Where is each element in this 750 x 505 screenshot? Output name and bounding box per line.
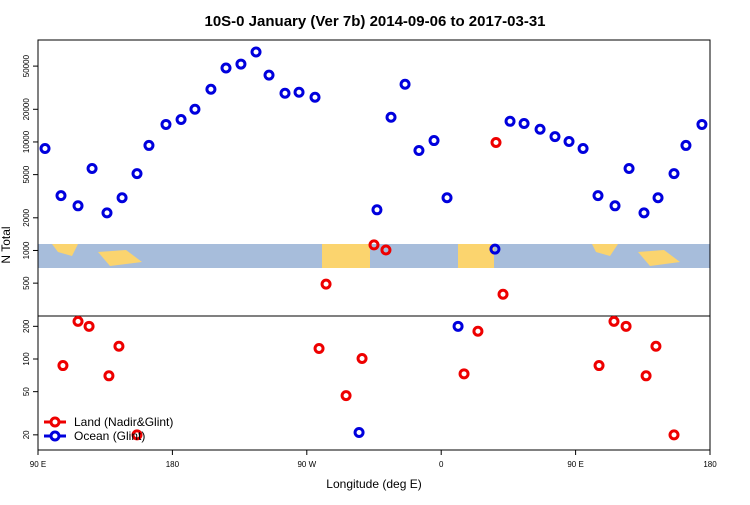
point: [293, 86, 305, 98]
point: [86, 163, 98, 175]
point: [668, 429, 680, 441]
point: [340, 390, 352, 402]
point: [504, 115, 516, 127]
plot-frame: [37, 39, 711, 451]
y-tick-label: 100: [22, 352, 31, 366]
point: [650, 340, 662, 352]
chart-title: 10S-0 January (Ver 7b) 2014-09-06 to 201…: [204, 13, 545, 30]
point: [309, 91, 321, 103]
point: [458, 368, 470, 380]
point: [518, 117, 530, 129]
point: [72, 315, 84, 327]
point: [83, 320, 95, 332]
point: [235, 58, 247, 70]
point: [385, 111, 397, 123]
point: [399, 78, 411, 90]
x-tick-label: 180: [703, 460, 717, 469]
point: [131, 429, 143, 441]
point: [356, 353, 368, 365]
y-tick-label: 10000: [22, 130, 31, 153]
point: [380, 244, 392, 256]
y-tick-label: 20: [22, 430, 31, 439]
point: [593, 360, 605, 372]
y-tick-label: 1000: [22, 241, 31, 259]
legend-marker: [49, 430, 61, 442]
y-tick-label: 2000: [22, 208, 31, 226]
point: [353, 427, 365, 439]
point: [623, 163, 635, 175]
point: [608, 315, 620, 327]
point: [638, 207, 650, 219]
point: [428, 135, 440, 147]
legend-label: Land (Nadir&Glint): [74, 415, 173, 429]
point: [143, 139, 155, 151]
point: [680, 139, 692, 151]
point: [640, 370, 652, 382]
point: [103, 370, 115, 382]
point: [72, 200, 84, 212]
point: [39, 143, 51, 155]
point: [368, 239, 380, 251]
point: [371, 204, 383, 216]
point: [113, 340, 125, 352]
point: [534, 123, 546, 135]
point: [549, 131, 561, 143]
point: [175, 114, 187, 126]
point: [220, 62, 232, 74]
point: [592, 190, 604, 202]
legend-marker: [49, 416, 61, 428]
y-tick-label: 5000: [22, 165, 31, 183]
point: [263, 69, 275, 81]
point: [668, 168, 680, 180]
point: [116, 192, 128, 204]
point: [490, 136, 502, 148]
point: [696, 118, 708, 130]
point: [279, 87, 291, 99]
point: [563, 135, 575, 147]
y-axis-label: N Total: [0, 226, 13, 263]
point: [313, 342, 325, 354]
y-tick-label: 500: [22, 276, 31, 290]
x-tick-label: 90 W: [297, 460, 316, 469]
point: [620, 320, 632, 332]
y-tick-label: 50000: [22, 54, 31, 77]
x-tick-label: 90 E: [567, 460, 583, 469]
point: [413, 145, 425, 157]
point: [55, 190, 67, 202]
x-tick-label: 0: [439, 460, 444, 469]
point: [205, 83, 217, 95]
point: [131, 168, 143, 180]
point: [101, 207, 113, 219]
point: [441, 192, 453, 204]
point: [472, 325, 484, 337]
point: [609, 200, 621, 212]
point: [497, 288, 509, 300]
legend-label: Ocean (Glint): [74, 429, 145, 443]
point: [652, 192, 664, 204]
y-tick-label: 200: [22, 319, 31, 333]
point: [489, 243, 501, 255]
point: [452, 320, 464, 332]
point: [189, 103, 201, 115]
y-tick-label: 50: [22, 387, 31, 396]
point: [250, 46, 262, 58]
point: [320, 278, 332, 290]
x-tick-label: 90 E: [30, 460, 46, 469]
point: [577, 143, 589, 155]
point: [160, 118, 172, 130]
point: [57, 360, 69, 372]
x-tick-label: 180: [166, 460, 180, 469]
y-tick-label: 20000: [22, 98, 31, 121]
x-axis-label: Longitude (deg E): [326, 477, 421, 491]
